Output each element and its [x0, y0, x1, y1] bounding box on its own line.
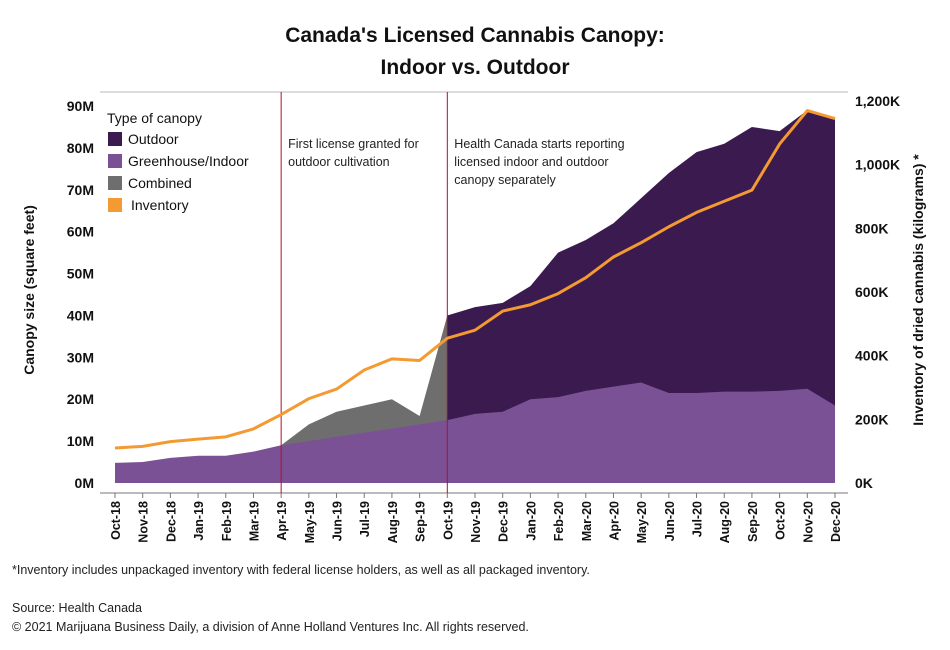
- chart-subtitle: Indoor vs. Outdoor: [381, 56, 570, 79]
- y-left-tick: 10M: [67, 433, 94, 449]
- x-tick-label: Jun-19: [331, 501, 345, 541]
- canopy-chart: Canada's Licensed Cannabis Canopy: Indoo…: [21, 24, 926, 543]
- legend-label: Outdoor: [128, 131, 179, 147]
- x-tick-label: Jan-20: [524, 501, 538, 541]
- x-tick-label: Feb-19: [220, 501, 234, 541]
- y-left-axis-title: Canopy size (square feet): [21, 205, 37, 375]
- annotation-text-1-1: First license granted for: [288, 137, 419, 151]
- x-tick-label: Nov-20: [801, 501, 815, 543]
- area-outdoor: [447, 110, 835, 483]
- x-tick-label: Oct-18: [109, 501, 123, 540]
- y-right-tick: 1,000K: [855, 157, 900, 173]
- y-right-tick: 400K: [855, 348, 888, 364]
- legend-title: Type of canopy: [107, 110, 202, 126]
- x-tick-label: Jun-20: [663, 501, 677, 541]
- x-tick-label: Apr-19: [275, 501, 289, 541]
- annotation-text-2-3: canopy separately: [454, 173, 556, 187]
- x-tick-label: Apr-20: [607, 501, 621, 541]
- y-right-tick: 200K: [855, 411, 888, 427]
- y-left-tick: 40M: [67, 307, 94, 323]
- annotation-text-2-2: licensed indoor and outdoor: [454, 155, 608, 169]
- x-tick-label: Oct-19: [441, 501, 455, 540]
- y-right-tick: 800K: [855, 220, 888, 236]
- footnote: *Inventory includes unpackaged inventory…: [12, 563, 590, 577]
- x-tick-label: Jan-19: [192, 501, 206, 541]
- legend-label: Inventory: [131, 197, 189, 213]
- x-tick-label: May-19: [303, 501, 317, 543]
- x-tick-label: Jul-19: [358, 501, 372, 537]
- y-left-tick: 30M: [67, 349, 94, 365]
- x-tick-label: Jul-20: [691, 501, 705, 537]
- x-tick-label: Dec-19: [497, 501, 511, 542]
- y-right-axis-title: Inventory of dried cannabis (kilograms) …: [910, 154, 926, 426]
- chart-title: Canada's Licensed Cannabis Canopy:: [285, 24, 665, 47]
- x-tick-label: Oct-20: [774, 501, 788, 540]
- x-tick-label: Sep-20: [746, 501, 760, 542]
- legend-swatch-outdoor: [108, 132, 122, 146]
- y-right-tick: 600K: [855, 284, 888, 300]
- y-left-tick: 50M: [67, 266, 94, 282]
- y-right-tick: 1,200K: [855, 93, 900, 109]
- x-tick-label: May-20: [635, 501, 649, 543]
- x-tick-label: Aug-20: [718, 501, 732, 543]
- annotation-text-1-2: outdoor cultivation: [288, 155, 390, 169]
- legend-label: Greenhouse/Indoor: [128, 153, 249, 169]
- y-right-tick: 0K: [855, 475, 873, 491]
- legend-swatch-combined: [108, 176, 122, 190]
- x-tick-label: Mar-20: [580, 501, 594, 541]
- legend-swatch-inventory: [108, 198, 122, 212]
- y-left-tick: 70M: [67, 182, 94, 198]
- x-tick-label: Nov-19: [469, 501, 483, 543]
- x-tick-label: Nov-18: [137, 501, 151, 543]
- y-left-tick: 90M: [67, 98, 94, 114]
- source-line: Source: Health Canada: [12, 601, 142, 615]
- legend-label: Combined: [128, 175, 192, 191]
- y-left-tick: 20M: [67, 391, 94, 407]
- x-tick-label: Sep-19: [414, 501, 428, 542]
- x-tick-label: Dec-20: [829, 501, 843, 542]
- area-greenhouse-indoor: [115, 382, 835, 483]
- legend-swatch-greenhouse-indoor: [108, 154, 122, 168]
- inventory-line: [114, 109, 836, 450]
- y-left-tick: 60M: [67, 224, 94, 240]
- plot-area: First license granted for outdoor cultiva…: [21, 91, 926, 543]
- x-tick-label: Mar-19: [247, 501, 261, 541]
- annotation-text-2-1: Health Canada starts reporting: [454, 137, 624, 151]
- y-left-tick: 0M: [75, 475, 94, 491]
- y-left-tick: 80M: [67, 140, 94, 156]
- x-tick-label: Dec-18: [164, 501, 178, 542]
- x-tick-label: Feb-20: [552, 501, 566, 541]
- x-tick-label: Aug-19: [386, 501, 400, 543]
- copyright-line: © 2021 Marijuana Business Daily, a divis…: [12, 620, 529, 634]
